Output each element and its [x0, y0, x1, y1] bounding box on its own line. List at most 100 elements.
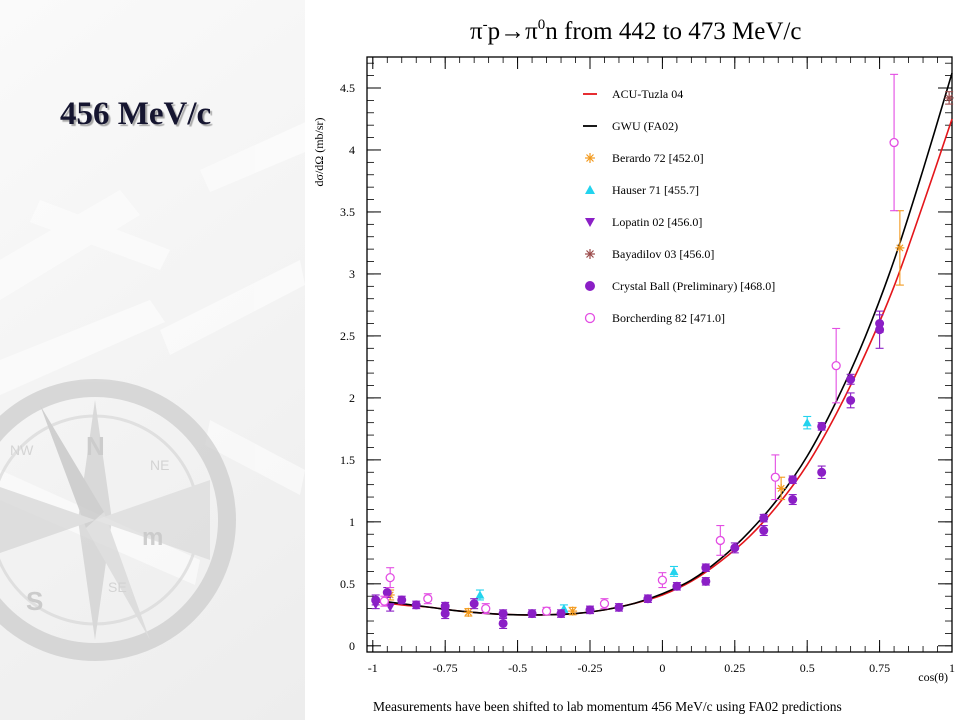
legend-entry-bayadilov-03: Bayadilov 03 [456.0]	[585, 247, 714, 261]
data-point	[556, 609, 566, 619]
chart-title-middle: p→π	[488, 18, 539, 45]
x-axis-label: cos(θ)	[918, 670, 948, 684]
data-point	[802, 415, 812, 430]
legend-marker-swatch	[585, 249, 595, 259]
data-point	[831, 327, 841, 404]
legend-entry-borcherding-82: Borcherding 82 [471.0]	[584, 311, 725, 325]
legend-marker-swatch	[585, 281, 595, 291]
svg-text:m: m	[142, 524, 163, 551]
data-point	[475, 589, 485, 601]
series-hauser-71	[475, 415, 812, 613]
data-point	[846, 373, 856, 385]
legend-entry-berardo-72: Berardo 72 [452.0]	[585, 151, 704, 165]
plot-frame	[366, 56, 953, 653]
legend-entry-gwu-fa02: GWU (FA02)	[583, 119, 678, 133]
legend-label: Lopatin 02 [456.0]	[612, 215, 702, 229]
figure-panel	[305, 0, 960, 720]
data-point	[944, 91, 954, 105]
series-borcherding-82	[379, 73, 899, 616]
data-point	[788, 475, 798, 485]
y-tick-label: 4.5	[340, 81, 355, 95]
svg-text:N: N	[86, 431, 105, 461]
data-point	[643, 594, 653, 604]
data-point	[715, 525, 725, 556]
chart-title-sup-zero: 0	[538, 17, 546, 33]
chart-title-rest: n from 442 to 473 MeV/c	[545, 18, 801, 45]
legend-label: Crystal Ball (Preliminary) [468.0]	[612, 279, 775, 293]
legend-label: ACU-Tuzla 04	[612, 87, 683, 101]
data-point	[759, 525, 769, 537]
x-tick-label: -1	[368, 661, 378, 675]
data-point	[657, 572, 668, 589]
svg-text:S: S	[26, 586, 43, 616]
legend: ACU-Tuzla 04 GWU (FA02) Berardo 72 [452.0]…	[583, 87, 775, 325]
data-point	[672, 581, 682, 591]
data-point	[846, 392, 856, 409]
data-point	[382, 586, 392, 599]
y-tick-label: 1	[349, 515, 355, 529]
legend-label: Berardo 72 [452.0]	[612, 151, 704, 165]
data-point	[440, 608, 450, 620]
y-tick-label: 3.5	[340, 205, 355, 219]
legend-marker-swatch	[584, 312, 596, 324]
slide-heading: 456 MeV/c	[60, 96, 212, 132]
data-point	[759, 513, 769, 523]
legend-label: GWU (FA02)	[612, 119, 678, 133]
data-point	[817, 465, 827, 480]
legend-label: Bayadilov 03 [456.0]	[612, 247, 714, 261]
data-point	[770, 454, 780, 501]
data-point	[568, 606, 578, 616]
x-tick-label: 0	[659, 661, 665, 675]
y-tick-label: 3	[349, 267, 355, 281]
x-tick-labels: -1 -0.75 -0.5 -0.25 0 0.25 0.5 0.75 1	[368, 661, 955, 675]
series-bayadilov-03	[944, 91, 954, 105]
y-tick-label: 2	[349, 391, 355, 405]
svg-text:NE: NE	[150, 457, 169, 473]
curve-gwu-fa02	[372, 72, 953, 616]
legend-entry-lopatin-02: Lopatin 02 [456.0]	[585, 215, 702, 229]
chart-title-sup-minus: -	[483, 17, 488, 33]
y-tick-label: 1.5	[340, 453, 355, 467]
data-point	[527, 609, 537, 619]
data-point	[379, 595, 390, 607]
svg-text:NW: NW	[10, 442, 34, 458]
svg-text:SE: SE	[108, 579, 127, 595]
data-point	[730, 542, 740, 554]
y-tick-label: 2.5	[340, 329, 355, 343]
data-point	[481, 603, 491, 615]
data-point	[701, 563, 711, 573]
data-point	[385, 567, 395, 589]
axis-ticks	[367, 57, 953, 652]
background-streaks	[0, 120, 310, 585]
y-tick-labels: 0 0.5 1 1.5 2 2.5 3 3.5 4 4.5	[340, 81, 355, 653]
data-point	[599, 598, 610, 610]
x-tick-label: -0.75	[433, 661, 458, 675]
data-point	[585, 605, 595, 615]
data-point	[788, 494, 798, 506]
chart-title-pi: π	[470, 18, 483, 45]
legend-entry-crystal-ball-preliminary: Crystal Ball (Preliminary) [468.0]	[585, 279, 775, 293]
data-point	[423, 593, 433, 605]
data-point	[889, 73, 899, 212]
data-point	[411, 600, 421, 610]
data-points	[371, 73, 954, 629]
footnote: Measurements have been shifted to lab mo…	[373, 699, 842, 714]
y-axis-label: dσ/dΩ (mb/sr)	[312, 117, 326, 186]
chart-title: π-p→π0n from 442 to 473 MeV/c	[470, 17, 801, 45]
x-tick-label: -0.5	[508, 661, 527, 675]
data-point	[463, 607, 473, 617]
legend-marker-swatch	[585, 153, 595, 163]
y-tick-label: 4	[349, 143, 355, 157]
y-tick-label: 0	[349, 639, 355, 653]
data-point	[701, 576, 711, 586]
legend-label: Hauser 71 [455.7]	[612, 183, 699, 197]
legend-marker-swatch	[585, 218, 595, 227]
legend-entry-acu-tuzla-04: ACU-Tuzla 04	[583, 87, 683, 101]
data-point	[498, 617, 508, 629]
compass-rose-icon: N S m NE NW SE	[0, 379, 236, 661]
data-point	[469, 598, 479, 610]
legend-label: Borcherding 82 [471.0]	[612, 311, 725, 325]
data-point	[541, 606, 552, 616]
legend-entry-hauser-71: Hauser 71 [455.7]	[585, 183, 699, 197]
